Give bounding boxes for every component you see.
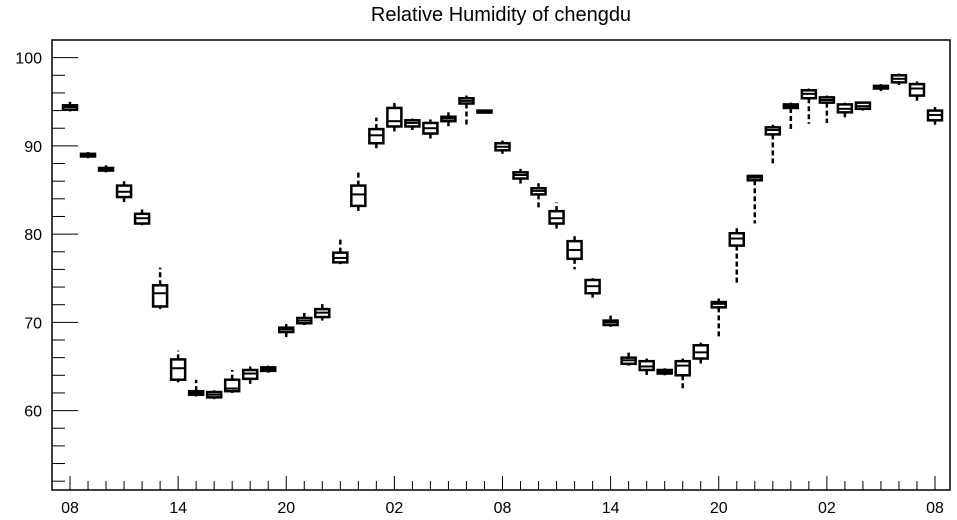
y-tick-label: 90 <box>24 139 42 156</box>
box <box>151 284 169 308</box>
y-tick-label: 80 <box>24 227 42 244</box>
box <box>908 82 926 97</box>
x-tick-label: 08 <box>61 500 79 517</box>
x-tick-label: 20 <box>277 500 295 517</box>
box <box>386 106 403 128</box>
y-tick-label: 100 <box>15 51 42 68</box>
box <box>223 378 241 393</box>
x-tick-label: 08 <box>926 500 944 517</box>
x-tick-label: 14 <box>169 500 187 517</box>
x-tick-label: 02 <box>385 500 403 517</box>
box <box>674 359 691 377</box>
x-tick-label: 20 <box>710 500 728 517</box>
box <box>350 184 367 208</box>
y-tick-label: 70 <box>24 315 42 332</box>
x-tick-label: 08 <box>494 500 512 517</box>
y-tick-label: 60 <box>24 404 42 421</box>
x-tick-label: 14 <box>602 500 620 517</box>
box <box>169 358 187 381</box>
x-tick-label: 02 <box>818 500 836 517</box>
plot-frame <box>51 39 951 491</box>
chart-title: Relative Humidity of chengdu <box>370 4 632 26</box>
